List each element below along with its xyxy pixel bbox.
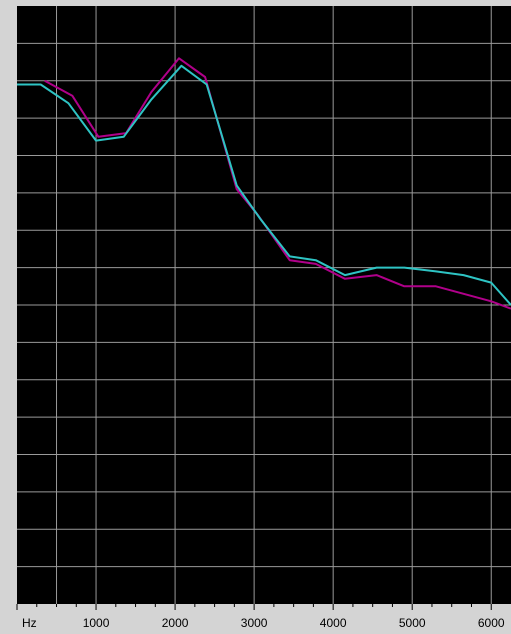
x-tick-label: 3000 [241,616,268,630]
grid-lines [17,6,511,604]
x-tick-label: 4000 [320,616,347,630]
x-tick-label: 1000 [83,616,110,630]
x-tick-label: 6000 [478,616,505,630]
x-tick-label: 5000 [399,616,426,630]
x-tick-label: 2000 [162,616,189,630]
series-layer [17,57,511,310]
series-line-cyan [17,64,511,306]
x-unit-label: Hz [22,616,37,630]
x-axis: Hz 1000 2000 3000 4000 5000 6000 [16,604,505,630]
